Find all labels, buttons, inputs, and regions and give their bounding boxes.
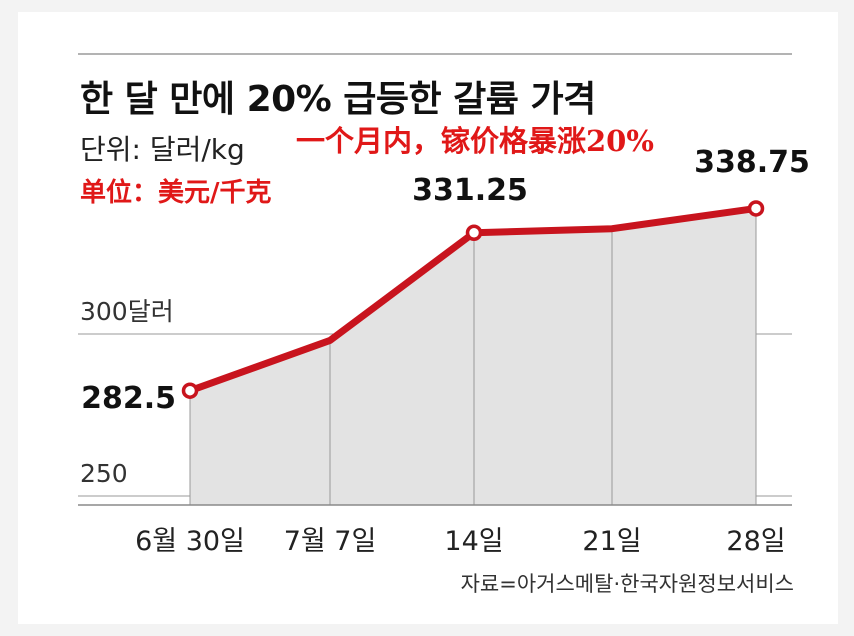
data-label: 338.75: [694, 145, 810, 180]
data-label: 331.25: [412, 173, 528, 208]
data-point-marker: [747, 200, 765, 217]
x-tick-label: 6월 30일: [135, 526, 245, 557]
data-point-marker: [181, 382, 199, 399]
y-tick-label: 250: [80, 459, 128, 488]
x-tick-label: 21일: [582, 526, 641, 557]
subtitle-cn: 一个月内，镓价格暴涨20%: [296, 124, 654, 158]
x-tick-label: 7월 7일: [284, 526, 377, 557]
x-tick-label: 28일: [726, 526, 785, 557]
x-tick-label: 14일: [444, 526, 503, 557]
area-fill: [190, 208, 756, 505]
y-tick-label: 300달러: [80, 297, 174, 326]
source-note: 자료=아거스메탈·한국자원정보서비스: [460, 572, 794, 596]
unit-label-cn: 单位：美元/千克: [80, 178, 272, 208]
data-label: 282.5: [81, 381, 176, 416]
unit-label: 단위: 달러/kg: [80, 133, 245, 166]
chart-title: 한 달 만에 20% 급등한 갈륨 가격: [80, 79, 596, 120]
data-point-marker: [465, 224, 483, 241]
